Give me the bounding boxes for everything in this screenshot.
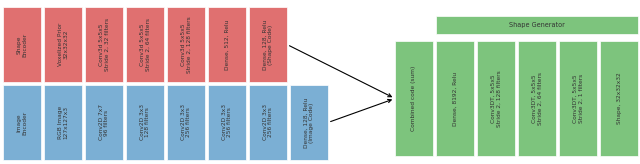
Text: Conv2D 3x3
256 filters: Conv2D 3x3 256 filters [221,104,232,141]
Bar [395,41,433,156]
Bar [477,41,515,156]
Bar [85,85,123,160]
Bar [249,7,287,82]
Bar [436,16,638,34]
Bar [600,41,638,156]
Text: Shape Generator: Shape Generator [509,22,565,28]
Bar [249,85,287,160]
Bar [167,85,205,160]
Text: Conv2D 3x3
256 filters: Conv2D 3x3 256 filters [180,104,191,141]
Bar [518,41,556,156]
Bar [290,85,328,160]
Bar [126,85,164,160]
Bar [436,41,474,156]
Text: Conv3d 5x5x5
Stride 2, 32 filters: Conv3d 5x5x5 Stride 2, 32 filters [99,18,109,71]
Text: Conv2D 3x3
128 filters: Conv2D 3x3 128 filters [140,104,150,141]
Text: Dense, 8192, Relu: Dense, 8192, Relu [452,72,458,126]
Text: Dense, 128, Relu
(Image Code): Dense, 128, Relu (Image Code) [303,97,314,148]
Text: Conv3d 5x5x5
Stride 2, 128 filters: Conv3d 5x5x5 Stride 2, 128 filters [180,16,191,73]
Bar [3,85,41,160]
Bar [559,41,597,156]
Text: Dense, 128, Relu
(Shape Code): Dense, 128, Relu (Shape Code) [262,19,273,70]
Bar [167,7,205,82]
Text: Conv3DT, 5x5x5
Stride 2, 1 filters: Conv3DT, 5x5x5 Stride 2, 1 filters [573,74,584,123]
Bar [208,7,246,82]
Text: Voxelized Prior
32x32x32: Voxelized Prior 32x32x32 [58,23,68,66]
Bar [3,7,41,82]
Text: Combined code (sum): Combined code (sum) [412,66,417,131]
Bar [208,85,246,160]
Text: RGB Image
127x127x3: RGB Image 127x127x3 [58,106,68,139]
Text: Conv3DT, 5x5x5
Stride 2, 128 filters: Conv3DT, 5x5x5 Stride 2, 128 filters [491,70,501,127]
Bar [85,7,123,82]
Bar [44,85,82,160]
Text: Conv3DT, 5x5x5
Stride 2, 64 filters: Conv3DT, 5x5x5 Stride 2, 64 filters [532,72,543,125]
Text: Shape
Encoder: Shape Encoder [17,32,28,57]
Bar [44,7,82,82]
Text: Image
Encoder: Image Encoder [17,110,28,135]
Text: Dense, 512, Relu: Dense, 512, Relu [225,19,230,70]
Text: Conv2D 7x7
96 filters: Conv2D 7x7 96 filters [99,104,109,141]
Text: Conv3d 5x5x5
Stride 2, 64 filters: Conv3d 5x5x5 Stride 2, 64 filters [140,18,150,71]
Text: Shape, 32x32x32: Shape, 32x32x32 [616,73,621,124]
Text: Conv2D 3x3
256 filters: Conv2D 3x3 256 filters [262,104,273,141]
Bar [126,7,164,82]
